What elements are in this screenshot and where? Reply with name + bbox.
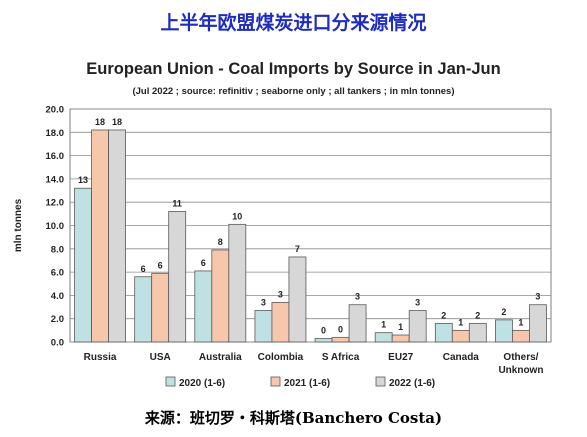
bar	[451, 329, 470, 343]
source-note: 来源：班切罗・科斯塔(Banchero Costa)	[144, 409, 443, 427]
x-tick-label: USA	[150, 352, 171, 363]
data-label: 10	[232, 211, 242, 221]
data-label: 13	[78, 175, 88, 185]
bar	[74, 187, 92, 343]
y-tick-label: 0.0	[51, 338, 64, 349]
bar	[374, 332, 393, 343]
bar	[512, 329, 530, 343]
data-label: 1	[398, 322, 403, 332]
x-tick-label: Unknown	[498, 365, 543, 376]
x-tick-label: Australia	[199, 352, 242, 363]
y-tick-label: 8.0	[51, 244, 64, 255]
x-tick-label: Others/	[503, 352, 538, 363]
y-tick-label: 14.0	[46, 174, 65, 185]
data-label: 3	[415, 298, 420, 308]
data-label: 3	[261, 298, 266, 308]
data-label: 18	[95, 117, 105, 127]
data-label: 0	[321, 326, 326, 336]
bar	[271, 301, 290, 343]
bar	[348, 304, 367, 343]
bar	[314, 338, 333, 343]
legend-label: 2021 (1-6)	[284, 378, 330, 389]
data-label: 0	[338, 324, 343, 334]
bar	[495, 319, 513, 343]
bar	[134, 276, 153, 343]
data-label: 6	[201, 258, 206, 268]
chart-subtitle: (Jul 2022 ; source: refinitiv ; seaborne…	[132, 86, 455, 97]
bar	[108, 129, 126, 343]
data-label: 3	[535, 292, 540, 302]
data-label: 11	[172, 199, 182, 209]
data-label: 3	[355, 292, 360, 302]
bar	[91, 129, 109, 343]
legend-label: 2020 (1-6)	[179, 378, 225, 389]
data-label: 7	[295, 244, 300, 254]
y-tick-label: 18.0	[46, 128, 65, 139]
y-tick-label: 2.0	[51, 314, 64, 325]
data-label: 2	[441, 310, 446, 320]
bar	[194, 270, 213, 343]
data-label: 1	[518, 317, 523, 327]
bar	[211, 249, 230, 343]
data-label: 2	[475, 310, 480, 320]
bar	[228, 223, 247, 343]
bar	[288, 256, 307, 343]
chart-title: European Union - Coal Imports by Source …	[86, 60, 501, 78]
bar	[408, 310, 427, 343]
data-label: 18	[112, 117, 122, 127]
data-label: 1	[458, 317, 463, 327]
y-tick-label: 6.0	[51, 268, 64, 279]
y-tick-label: 4.0	[51, 291, 64, 302]
data-label: 2	[501, 307, 506, 317]
bar	[391, 334, 410, 343]
x-tick-label: S Africa	[322, 352, 360, 363]
legend-swatch	[270, 376, 281, 387]
x-tick-label: Russia	[84, 352, 117, 363]
data-label: 6	[141, 264, 146, 274]
legend-swatch	[375, 376, 386, 387]
bar	[434, 322, 453, 343]
x-tick-label: Colombia	[258, 352, 304, 363]
data-label: 1	[381, 320, 386, 330]
x-tick-label: EU27	[388, 352, 413, 363]
x-tick-label: Canada	[443, 352, 480, 363]
legend-swatch	[165, 376, 176, 387]
y-tick-label: 10.0	[46, 221, 65, 232]
data-label: 6	[158, 260, 163, 270]
y-tick-label: 12.0	[46, 198, 65, 209]
bar	[151, 272, 170, 343]
y-tick-label: 20.0	[46, 105, 65, 116]
bar	[529, 304, 547, 343]
legend-label: 2022 (1-6)	[389, 378, 435, 389]
bar	[468, 322, 487, 343]
bar	[331, 336, 350, 343]
data-label: 3	[278, 289, 283, 299]
data-label: 8	[218, 237, 223, 247]
bar	[254, 310, 273, 343]
y-tick-label: 16.0	[46, 151, 65, 162]
bar	[168, 211, 187, 343]
page-title: 上半年欧盟煤炭进口分来源情况	[160, 12, 427, 34]
